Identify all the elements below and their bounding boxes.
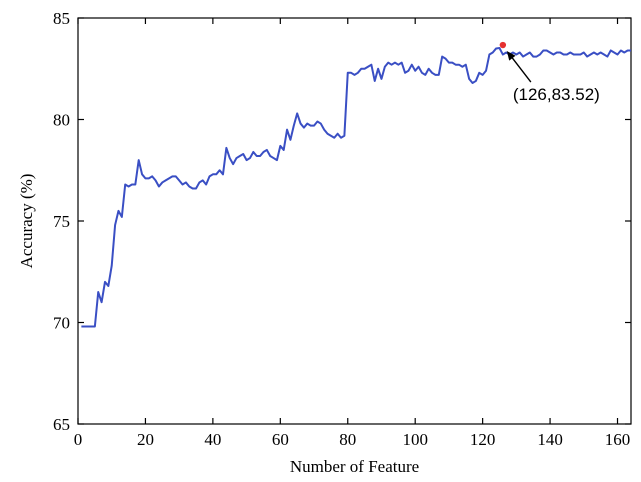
- plot-area: 0 20 40 60 80 100 120 140 160 65 70 75 80 85 (126,83…: [53, 9, 632, 449]
- x-tick-label: 160: [605, 430, 631, 449]
- max-accuracy-point: [499, 41, 507, 49]
- x-tick-label: 40: [204, 430, 221, 449]
- y-axis-title: Accuracy (%): [17, 174, 36, 269]
- annotation-arrow-head: [506, 51, 516, 61]
- y-axis-ticks: 65 70 75 80 85: [53, 9, 631, 434]
- x-axis-ticks: 0 20 40 60 80 100 120 140 160: [74, 18, 631, 449]
- max-accuracy-annotation: (126,83.52): [513, 85, 600, 104]
- x-tick-label: 80: [339, 430, 356, 449]
- y-tick-label: 65: [53, 415, 70, 434]
- x-tick-label: 140: [537, 430, 563, 449]
- accuracy-series-line: [81, 47, 631, 328]
- y-tick-label: 85: [53, 9, 70, 28]
- x-tick-label: 100: [402, 430, 428, 449]
- plot-frame: [77, 17, 632, 425]
- y-tick-label: 75: [53, 212, 70, 231]
- x-tick-label: 20: [137, 430, 154, 449]
- annotation-arrow: [510, 55, 532, 83]
- x-tick-label: 120: [470, 430, 496, 449]
- x-tick-label: 0: [74, 430, 83, 449]
- y-tick-label: 80: [53, 111, 70, 130]
- y-tick-label: 70: [53, 314, 70, 333]
- x-tick-label: 60: [272, 430, 289, 449]
- x-axis-title: Number of Feature: [290, 457, 419, 476]
